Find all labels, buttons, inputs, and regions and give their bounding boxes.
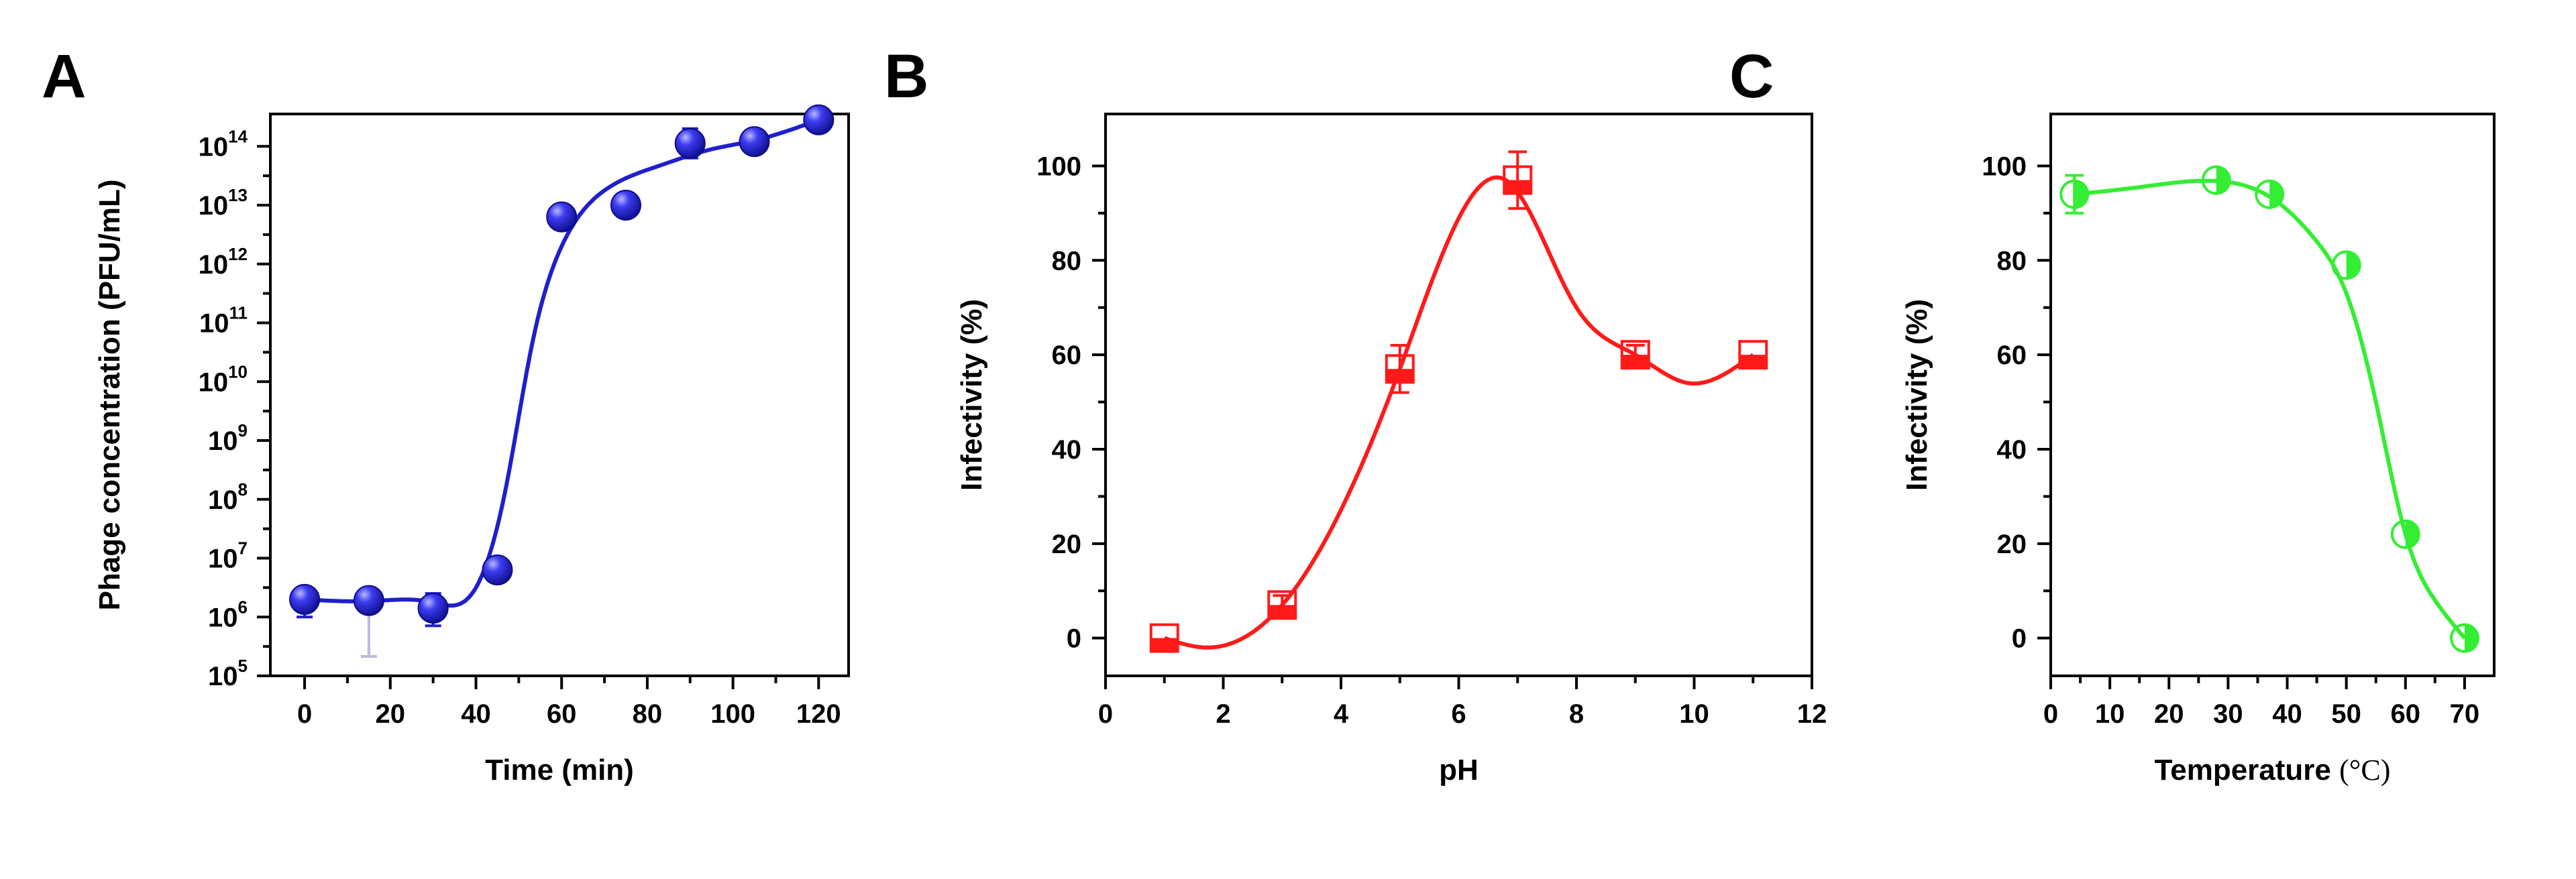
x-tick-label: 50 — [2331, 699, 2361, 729]
fit-curve — [1165, 178, 1754, 648]
x-tick-label: 60 — [547, 699, 577, 729]
x-tick-labels: 0 20 40 60 80 100 120 — [297, 699, 841, 729]
x-tick-label: 20 — [376, 699, 406, 729]
panel-letter-c: C — [1729, 42, 1774, 111]
y-tick-label: 100 — [1982, 152, 2027, 181]
data-point — [290, 585, 319, 614]
x-tick-label: 100 — [710, 699, 755, 729]
y-tick-label: 0 — [2012, 624, 2027, 654]
y-tick-labels: 105 106 107 108 109 1010 1011 1012 1013 1014 — [199, 126, 248, 691]
data-point-fill — [1151, 638, 1178, 652]
y-tick-label: 1010 — [199, 361, 248, 397]
data-point-fill — [2216, 167, 2230, 194]
y-tick-label: 105 — [208, 656, 248, 691]
data-point-fill — [2347, 251, 2360, 278]
data-point-fill — [2465, 625, 2478, 652]
x-tick-label: 0 — [1098, 699, 1113, 729]
data-markers — [290, 105, 833, 623]
y-tick-labels: 0 20 40 60 80 100 — [1036, 152, 1081, 653]
x-tick-label: 8 — [1569, 699, 1584, 729]
x-tick-label: 10 — [1679, 699, 1709, 729]
y-tick-label: 107 — [208, 538, 248, 574]
y-tick-label: 40 — [1052, 435, 1082, 465]
y-tick-label: 109 — [208, 420, 248, 456]
x-axis-title: Time (min) — [485, 754, 634, 786]
y-tick-label: 40 — [1997, 435, 2027, 465]
y-tick-label: 0 — [1067, 624, 1081, 654]
y-tick-label: 80 — [1052, 246, 1082, 276]
x-axis-title: pH — [1439, 754, 1479, 786]
x-tick-label: 6 — [1451, 699, 1466, 729]
y-tick-labels: 0 20 40 60 80 100 — [1982, 152, 2027, 653]
panel-b: B 0 2 4 6 8 10 12 0 20 40 60 80 100 pH Infectivity … — [884, 42, 1827, 786]
figure: A 0 20 40 60 80 100 120 1051061071081091010101… — [0, 0, 2576, 879]
fit-curve — [2074, 181, 2465, 638]
y-axis-title: Infectivity (%) — [1900, 299, 1933, 491]
data-point — [804, 105, 833, 135]
x-tick-label: 70 — [2450, 699, 2480, 729]
panel-a: A 0 20 40 60 80 100 120 105 106 107 108 109 1010 101… — [42, 42, 849, 786]
x-tick-label: 80 — [633, 699, 663, 729]
x-tick-label: 40 — [2272, 699, 2302, 729]
y-tick-label: 1012 — [199, 244, 248, 280]
y-tick-label: 1011 — [199, 303, 248, 339]
data-markers — [2061, 167, 2478, 652]
panel-letter-a: A — [42, 42, 86, 111]
axis-ticks — [2037, 166, 2465, 689]
x-tick-label: 10 — [2095, 699, 2125, 729]
y-tick-label: 20 — [1052, 530, 1082, 559]
axis-ticks — [1092, 166, 1812, 689]
data-point — [482, 555, 512, 585]
fit-curve — [305, 120, 818, 605]
y-tick-label: 1013 — [199, 185, 248, 221]
panel-letter-b: B — [884, 42, 928, 111]
data-point-fill — [1269, 605, 1295, 618]
data-point — [354, 586, 384, 616]
y-tick-label: 106 — [208, 597, 248, 632]
panel-c: C 0 10 20 30 40 50 60 70 0 20 40 60 80 100 Temperatu… — [1729, 42, 2494, 786]
data-point — [547, 202, 576, 232]
data-point-fill — [2406, 521, 2419, 548]
data-point — [676, 129, 705, 158]
axis-ticks — [257, 146, 818, 689]
x-axis-title: Temperature (°C) — [2155, 754, 2391, 786]
x-tick-labels: 0 2 4 6 8 10 12 — [1098, 699, 1827, 729]
x-tick-label: 12 — [1797, 699, 1827, 729]
y-tick-label: 100 — [1036, 152, 1081, 181]
x-tick-label: 20 — [2154, 699, 2184, 729]
data-point-fill — [1387, 369, 1413, 382]
y-tick-label: 80 — [1997, 246, 2027, 276]
data-point-fill — [1504, 180, 1531, 194]
x-tick-label: 0 — [297, 699, 312, 729]
x-tick-label: 120 — [796, 699, 841, 729]
y-tick-label: 20 — [1997, 530, 2027, 559]
data-point-fill — [1739, 355, 1766, 368]
data-point-fill — [2074, 181, 2088, 208]
data-point — [419, 593, 448, 623]
x-tick-label: 60 — [2391, 699, 2421, 729]
x-tick-label: 4 — [1334, 699, 1349, 729]
x-tick-label: 30 — [2213, 699, 2243, 729]
x-tick-label: 2 — [1216, 699, 1230, 729]
y-tick-label: 60 — [1997, 341, 2027, 370]
x-tick-label: 40 — [461, 699, 491, 729]
x-tick-label: 0 — [2043, 699, 2058, 729]
y-tick-label: 60 — [1052, 341, 1082, 370]
data-point — [740, 127, 769, 156]
y-tick-label: 1014 — [199, 126, 248, 162]
y-axis-title: Infectivity (%) — [955, 299, 988, 491]
y-tick-label: 108 — [208, 479, 248, 515]
data-markers — [1151, 167, 1767, 652]
plot-frame — [1106, 114, 1812, 676]
data-point — [611, 190, 641, 220]
data-point-fill — [1622, 355, 1649, 368]
y-axis-title: Phage concentration (PFU/mL) — [93, 180, 126, 611]
x-tick-labels: 0 10 20 30 40 50 60 70 — [2043, 699, 2479, 729]
